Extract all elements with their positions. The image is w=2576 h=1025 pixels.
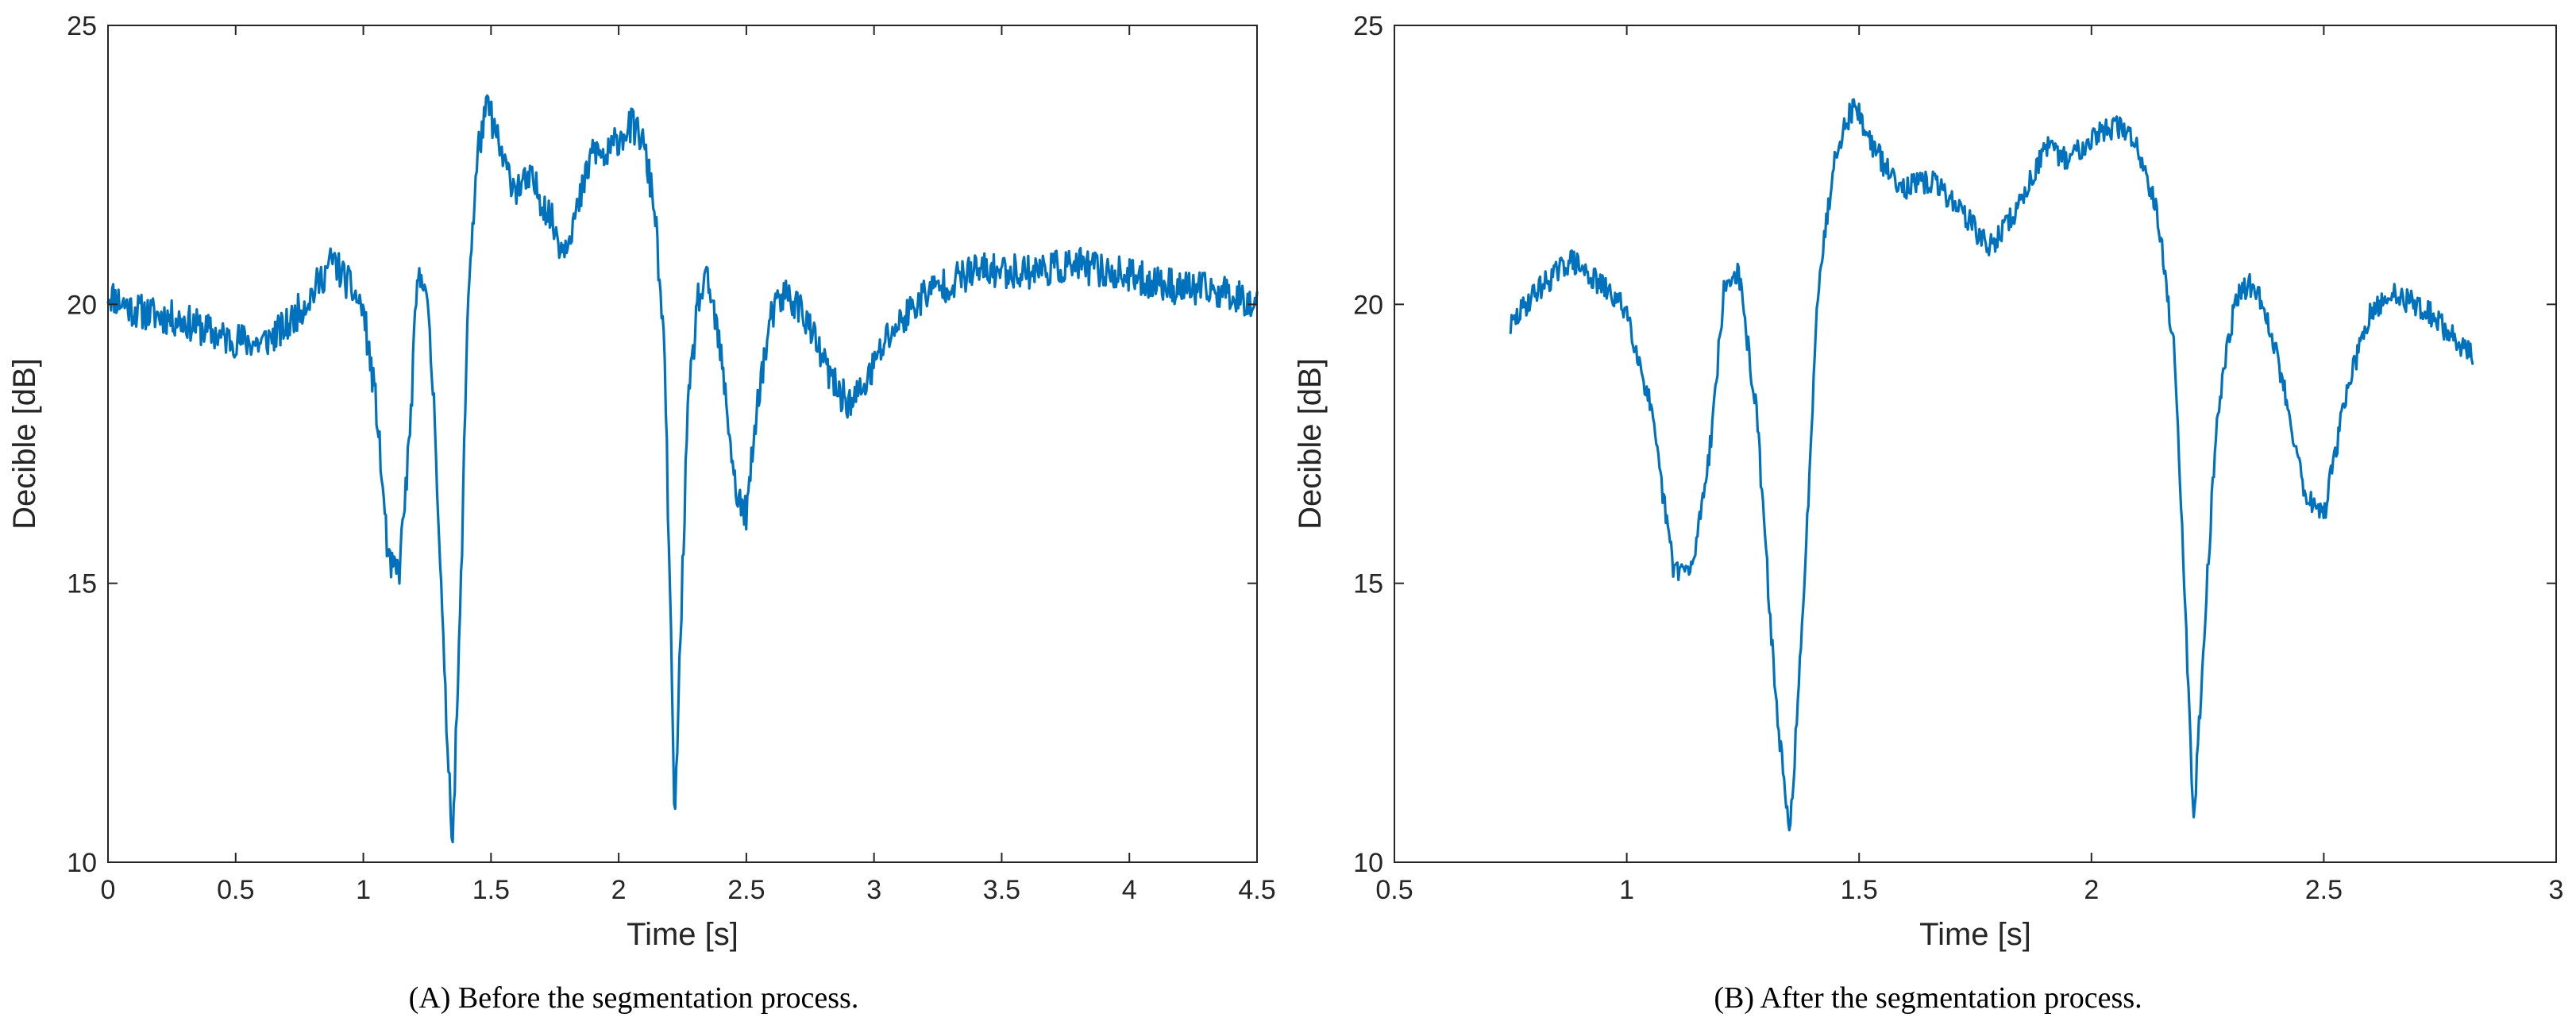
- series-line-signal: [1509, 98, 2474, 832]
- y-tick-label: 15: [1353, 569, 1383, 599]
- y-tick-label: 20: [67, 290, 97, 320]
- panel-caption: (B) After the segmentation process.: [1714, 981, 2142, 1015]
- y-axis-title: Decible [dB]: [7, 358, 42, 530]
- x-tick-label: 2: [611, 875, 627, 905]
- y-tick-label: 20: [1353, 290, 1383, 320]
- panel-caption: (A) Before the segmentation process.: [409, 981, 859, 1015]
- axes-frame: [1394, 25, 2557, 863]
- x-tick-label: 2: [2084, 875, 2099, 905]
- chart-panel-a: 0 0.5 1 1.5 2 2.5 3 3.5 4 4.5 10 15 20 25 Time [s] Deci…: [7, 11, 1276, 1015]
- x-tick-label: 0.5: [217, 875, 254, 905]
- axes-frame: [107, 25, 1258, 863]
- x-tick-label: 4.5: [1238, 875, 1275, 905]
- y-tick-label: 10: [67, 848, 97, 878]
- chart-panel-b: 0.5 1 1.5 2 2.5 3 10 15 20 25 Time [s] Decible [dB]…: [1293, 11, 2563, 1015]
- x-tick-label: 1.5: [472, 875, 510, 905]
- x-tick-label: 1: [1619, 875, 1634, 905]
- x-axis-title: Time [s]: [1919, 917, 2031, 952]
- x-tick-label: 0: [101, 875, 116, 905]
- x-tick-label: 4: [1122, 875, 1137, 905]
- x-tick-label: 0.5: [1375, 875, 1413, 905]
- series-line-signal: [106, 94, 1259, 844]
- y-tick-label: 10: [1353, 848, 1383, 878]
- x-tick-label: 1: [356, 875, 371, 905]
- x-tick-label: 2.5: [727, 875, 765, 905]
- y-tick-label: 25: [67, 11, 97, 41]
- y-tick-label: 15: [67, 569, 97, 599]
- x-tick-label: 3.5: [983, 875, 1020, 905]
- x-tick-label: 2.5: [2305, 875, 2343, 905]
- y-tick-label: 25: [1353, 11, 1383, 41]
- x-tick-label: 3: [2549, 875, 2564, 905]
- x-tick-label: 1.5: [1841, 875, 1878, 905]
- x-axis-title: Time [s]: [627, 917, 738, 952]
- y-axis-title: Decible [dB]: [1293, 358, 1328, 530]
- x-tick-label: 3: [866, 875, 881, 905]
